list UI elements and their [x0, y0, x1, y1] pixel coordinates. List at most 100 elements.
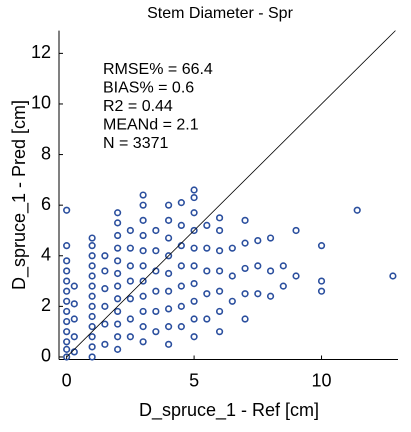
point [152, 328, 160, 336]
point [88, 353, 96, 361]
point [389, 272, 397, 280]
point [152, 267, 160, 275]
point [190, 280, 198, 288]
point [203, 315, 211, 323]
stat-annotation: RMSE% = 66.4 [103, 61, 213, 78]
point [177, 262, 185, 270]
point [126, 226, 134, 235]
stat-annotation: N = 3371 [103, 135, 168, 152]
stat-annotation: MEANd = 2.1 [103, 117, 199, 134]
point [177, 302, 185, 310]
point [203, 244, 211, 252]
point [114, 345, 122, 353]
point [63, 353, 71, 361]
x-axis-label: D_spruce_1 - Ref [cm] [139, 400, 319, 421]
point [114, 209, 122, 217]
point [190, 315, 198, 323]
y-tick-label: 0 [41, 346, 51, 366]
point [101, 340, 109, 348]
point [190, 193, 198, 202]
point [190, 297, 198, 305]
y-tick-label: 2 [41, 295, 51, 315]
point [165, 305, 173, 313]
point [228, 297, 236, 305]
point [266, 292, 275, 300]
y-tick-label: 4 [41, 245, 51, 265]
point [88, 262, 96, 270]
point [139, 262, 147, 270]
point [88, 333, 96, 341]
point [114, 244, 122, 252]
point [88, 292, 96, 300]
point [254, 262, 262, 270]
point [114, 320, 122, 328]
point [88, 242, 96, 250]
point [165, 287, 173, 295]
point [70, 333, 78, 341]
point [165, 201, 173, 209]
point [63, 297, 71, 305]
point [266, 234, 275, 242]
point [88, 282, 96, 290]
point [215, 214, 224, 222]
point [190, 209, 198, 217]
point [139, 201, 147, 209]
point [70, 348, 78, 356]
point [165, 216, 173, 224]
point [139, 307, 147, 316]
point [279, 282, 287, 290]
point [152, 247, 160, 255]
point [63, 267, 71, 275]
point [241, 239, 249, 247]
point [228, 272, 236, 280]
point [126, 262, 134, 270]
point [292, 226, 300, 235]
point [177, 323, 185, 331]
point [114, 307, 122, 316]
point [266, 267, 275, 275]
y-axis-label: D_spruce_1 - Pred [cm] [9, 100, 30, 290]
point [114, 219, 122, 227]
point [165, 234, 173, 242]
point [63, 328, 71, 336]
point [215, 307, 224, 316]
point [114, 231, 122, 240]
point [165, 323, 173, 331]
point [114, 333, 122, 341]
y-tick-label: 8 [41, 143, 51, 163]
point [177, 242, 185, 250]
point [152, 226, 160, 235]
point [63, 277, 71, 285]
point [139, 323, 147, 331]
y-tick-label: 12 [31, 42, 51, 62]
point [241, 290, 249, 298]
point [353, 206, 361, 214]
point [101, 252, 109, 260]
point [114, 282, 122, 290]
point [241, 264, 249, 273]
point [215, 328, 224, 336]
point [190, 244, 198, 252]
x-tick-label: 10 [312, 370, 332, 390]
point [101, 320, 109, 328]
point [139, 191, 147, 199]
point [88, 252, 96, 260]
point [254, 236, 262, 245]
point [139, 292, 147, 300]
stat-annotation: R2 = 0.44 [103, 98, 173, 115]
x-tick-label: 0 [62, 370, 72, 390]
point [215, 226, 224, 235]
point [152, 307, 160, 316]
point [317, 242, 326, 250]
point [203, 290, 211, 298]
one-to-one-line [66, 30, 396, 358]
point [317, 287, 326, 295]
point [317, 277, 326, 285]
point [152, 287, 160, 295]
point [292, 272, 300, 280]
point [63, 257, 71, 265]
point [241, 315, 249, 323]
stat-annotation: BIAS% = 0.6 [103, 80, 194, 97]
y-tick-label: 6 [41, 194, 51, 214]
